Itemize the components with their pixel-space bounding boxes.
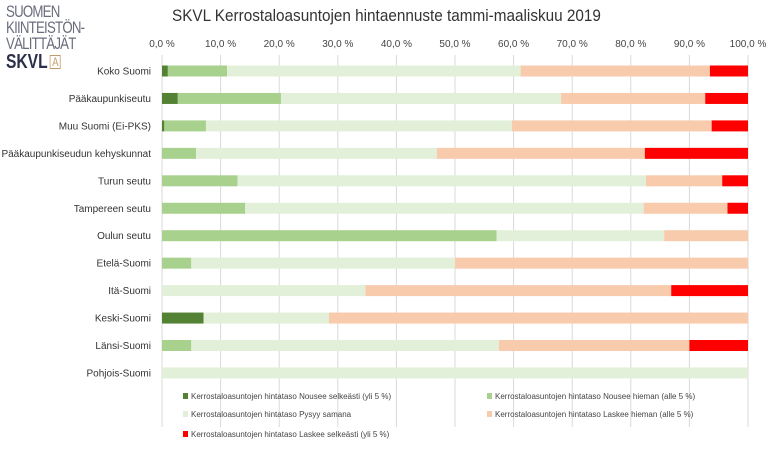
bar-segment (191, 257, 456, 269)
bar-segment (646, 175, 723, 187)
logo-line-2: KIINTEISTÖN- (6, 18, 85, 37)
bar-segment (162, 175, 238, 187)
bar-segment (162, 257, 192, 269)
bar-segment (496, 230, 665, 242)
bar-segment (436, 147, 645, 159)
bar-segment (162, 202, 246, 214)
legend-label: Kerrostaloasuntojen hintataso Nousee sel… (191, 392, 391, 401)
logo-brand-text: SKVL (6, 51, 48, 73)
logo-line-3: VÄLITTÄJÄT (6, 34, 76, 53)
x-tick-label: 100,0 % (730, 39, 767, 50)
legend-swatch (487, 393, 492, 399)
legend-swatch (183, 393, 188, 399)
bar-segment (520, 65, 710, 77)
x-tick-label: 70,0 % (557, 39, 588, 50)
bar-segment (205, 120, 512, 132)
x-tick-label: 40,0 % (381, 39, 412, 50)
bar-segment (195, 147, 437, 159)
bar-segment (162, 147, 196, 159)
x-tick-label: 20,0 % (264, 39, 295, 50)
legend-swatch (183, 431, 188, 437)
category-label: Länsi-Suomi (95, 341, 151, 352)
x-tick-label: 0,0 % (149, 39, 175, 50)
bar-segment (162, 367, 748, 379)
logo-brand: SKVL A (6, 51, 84, 73)
bar-segment (162, 285, 366, 297)
bar-segment (162, 230, 497, 242)
bar-segment (722, 175, 748, 187)
skvl-logo: SUOMEN KIINTEISTÖN- VÄLITTÄJÄT SKVL A (6, 2, 85, 73)
bar-segment (705, 92, 748, 104)
bar-segment (671, 285, 748, 297)
bar-segment (365, 285, 672, 297)
legend-label: Kerrostaloasuntojen hintataso Pysyy sama… (191, 410, 352, 419)
bar-segment (664, 230, 748, 242)
bar-segment (643, 202, 728, 214)
category-label: Pääkaupunkiseutu (69, 94, 151, 105)
category-label: Keski-Suomi (95, 314, 151, 325)
x-tick-label: 50,0 % (439, 39, 470, 50)
bar-segment (237, 175, 647, 187)
x-tick-label: 90,0 % (674, 39, 705, 50)
bar-segment (329, 312, 748, 324)
category-label: Tampereen seutu (74, 204, 151, 215)
category-label: Muu Suomi (Ei-PKS) (59, 121, 151, 132)
bar-segment (709, 65, 748, 77)
category-label: Koko Suomi (97, 67, 151, 78)
bar-segment (167, 65, 228, 77)
category-label: Turun seutu (98, 176, 151, 187)
category-label: Oulun seutu (97, 231, 151, 242)
bar-segment (511, 120, 712, 132)
bar-segment (711, 120, 748, 132)
legend-swatch (183, 411, 188, 417)
bar-segment (203, 312, 330, 324)
logo-line-1: SUOMEN (6, 2, 60, 21)
category-label: Pohjois-Suomi (87, 368, 151, 379)
bar-segment (561, 92, 706, 104)
bar-segment (191, 340, 499, 351)
category-label: Pääkaupunkiseudun kehyskunnat (1, 149, 151, 160)
legend-label: Kerrostaloasuntojen hintataso Laskee sel… (191, 430, 390, 439)
bar-segment (162, 340, 192, 351)
bar-segment (455, 257, 748, 269)
x-tick-label: 10,0 % (205, 39, 236, 50)
legend-label: Kerrostaloasuntojen hintataso Nousee hie… (495, 392, 695, 401)
bar-segment (164, 120, 206, 132)
bar-segment (498, 340, 690, 351)
bar-segment (162, 120, 165, 132)
chart-title: SKVL Kerrostaloasuntojen hintaennuste ta… (172, 6, 601, 25)
legend-label: Kerrostaloasuntojen hintataso Laskee hie… (495, 410, 694, 419)
bar-segment (280, 92, 562, 104)
bar-segment (727, 202, 748, 214)
x-tick-label: 30,0 % (322, 39, 353, 50)
bar-segment (162, 92, 178, 104)
x-tick-label: 60,0 % (498, 39, 529, 50)
x-tick-label: 80,0 % (615, 39, 646, 50)
category-label: Etelä-Suomi (97, 259, 151, 270)
category-label: Itä-Suomi (108, 286, 151, 297)
logo-mark-icon: A (49, 55, 61, 69)
bar-segment (245, 202, 644, 214)
bar-segment (177, 92, 281, 104)
bar-segment (162, 312, 204, 324)
bar-segment (644, 147, 748, 159)
legend-swatch (487, 411, 492, 417)
bar-segment (227, 65, 521, 77)
bar-segment (162, 65, 168, 77)
bar-segment (689, 340, 748, 351)
